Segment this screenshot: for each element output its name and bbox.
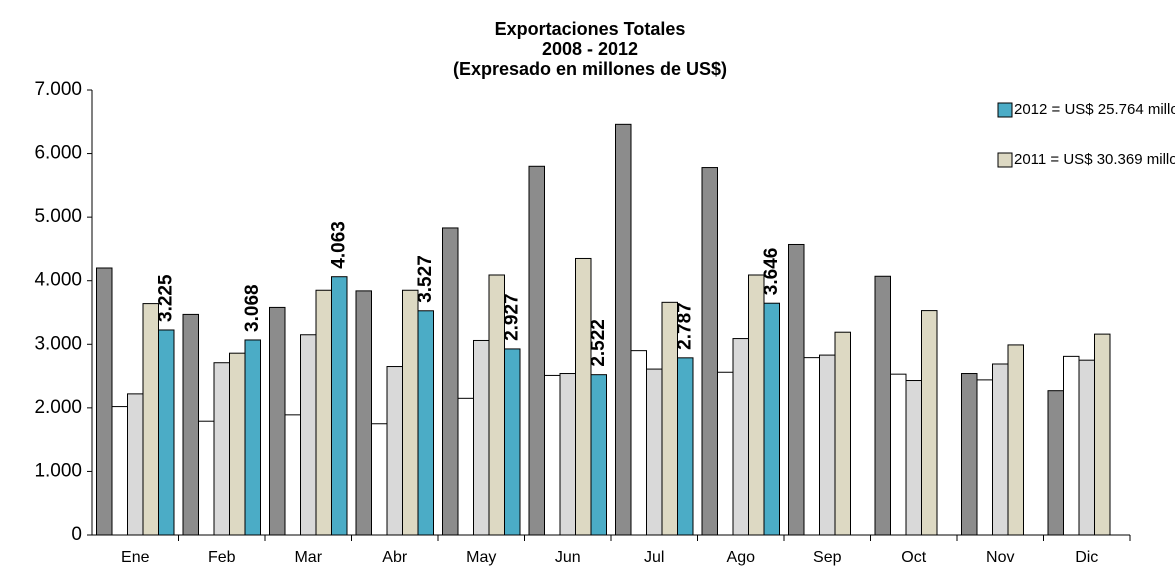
bar	[315, 289, 332, 536]
bar	[921, 310, 938, 536]
bar	[355, 290, 372, 536]
chart-title: Exportaciones Totales	[495, 19, 686, 39]
bar	[198, 420, 215, 536]
value-label: 3.527	[415, 255, 436, 303]
y-tick-label: 3.000	[34, 333, 82, 354]
value-label: 3.068	[242, 284, 263, 332]
bar	[819, 354, 836, 536]
bar	[1047, 390, 1064, 536]
bar	[630, 350, 647, 536]
value-label: 3.225	[155, 274, 176, 322]
value-label: 2.927	[501, 293, 522, 341]
bar	[992, 363, 1009, 536]
bar	[269, 306, 286, 536]
bar	[111, 406, 128, 536]
x-tick-label: Abr	[382, 549, 408, 566]
bar	[229, 352, 246, 536]
bar	[371, 423, 388, 536]
x-tick-label: Ene	[121, 549, 150, 566]
bar	[96, 267, 113, 536]
bar	[1078, 359, 1095, 536]
bar	[544, 374, 561, 536]
y-tick-label: 4.000	[34, 270, 82, 291]
bar	[1063, 355, 1080, 536]
bar	[646, 368, 663, 536]
bar	[528, 165, 545, 536]
x-tick-label: Jul	[644, 549, 664, 566]
bar	[300, 334, 317, 536]
bar	[677, 357, 694, 536]
bar	[905, 380, 922, 536]
bar	[417, 310, 434, 536]
bar	[386, 366, 403, 536]
value-label: 2.787	[674, 302, 695, 350]
x-tick-label: Nov	[986, 549, 1014, 566]
bar	[559, 373, 576, 536]
bar	[976, 379, 993, 536]
legend-label: 2012 = US$ 25.764 millones	[1014, 101, 1175, 118]
bar	[127, 393, 144, 536]
bar	[1094, 333, 1111, 536]
y-tick-label: 7.000	[34, 79, 82, 100]
value-label: 4.063	[328, 221, 349, 269]
y-tick-label: 6.000	[34, 143, 82, 164]
bar	[890, 373, 907, 536]
bar	[961, 373, 978, 536]
bar	[158, 329, 175, 536]
bar	[701, 167, 718, 536]
bar	[874, 275, 891, 536]
bar	[331, 276, 348, 536]
x-tick-label: Ago	[727, 549, 756, 566]
bar	[748, 274, 765, 536]
x-tick-label: May	[466, 549, 496, 566]
x-tick-label: Mar	[294, 549, 322, 566]
y-tick-label: 1.000	[34, 460, 82, 481]
bar	[575, 257, 592, 536]
value-label: 3.646	[761, 248, 782, 296]
bar	[1007, 344, 1024, 536]
bar	[182, 313, 199, 536]
bar	[763, 302, 780, 536]
x-tick-label: Oct	[901, 549, 926, 566]
bar	[402, 289, 419, 536]
chart-title: 2008 - 2012	[542, 39, 638, 59]
bar	[590, 374, 607, 536]
bar	[284, 414, 301, 536]
bar	[457, 397, 474, 536]
bar	[244, 339, 261, 536]
bar	[213, 362, 230, 536]
legend-label: 2011 = US$ 30.369 millones	[1014, 151, 1175, 168]
x-tick-label: Sep	[813, 549, 842, 566]
legend-swatch	[997, 102, 1013, 118]
bar	[504, 348, 521, 536]
legend-swatch	[997, 152, 1013, 168]
bar	[142, 303, 159, 536]
bar	[803, 357, 820, 536]
x-tick-label: Feb	[208, 549, 236, 566]
bar	[717, 371, 734, 536]
y-tick-label: 5.000	[34, 206, 82, 227]
value-label: 2.522	[588, 319, 609, 367]
bar	[442, 227, 459, 536]
bar	[615, 123, 632, 536]
bar	[834, 331, 851, 536]
bar	[788, 243, 805, 536]
chart-title: (Expresado en millones de US$)	[453, 59, 727, 79]
bar	[473, 339, 490, 536]
x-tick-label: Dic	[1075, 549, 1098, 566]
x-tick-label: Jun	[555, 549, 581, 566]
y-tick-label: 0	[71, 524, 82, 545]
bar	[732, 338, 749, 536]
y-tick-label: 2.000	[34, 397, 82, 418]
